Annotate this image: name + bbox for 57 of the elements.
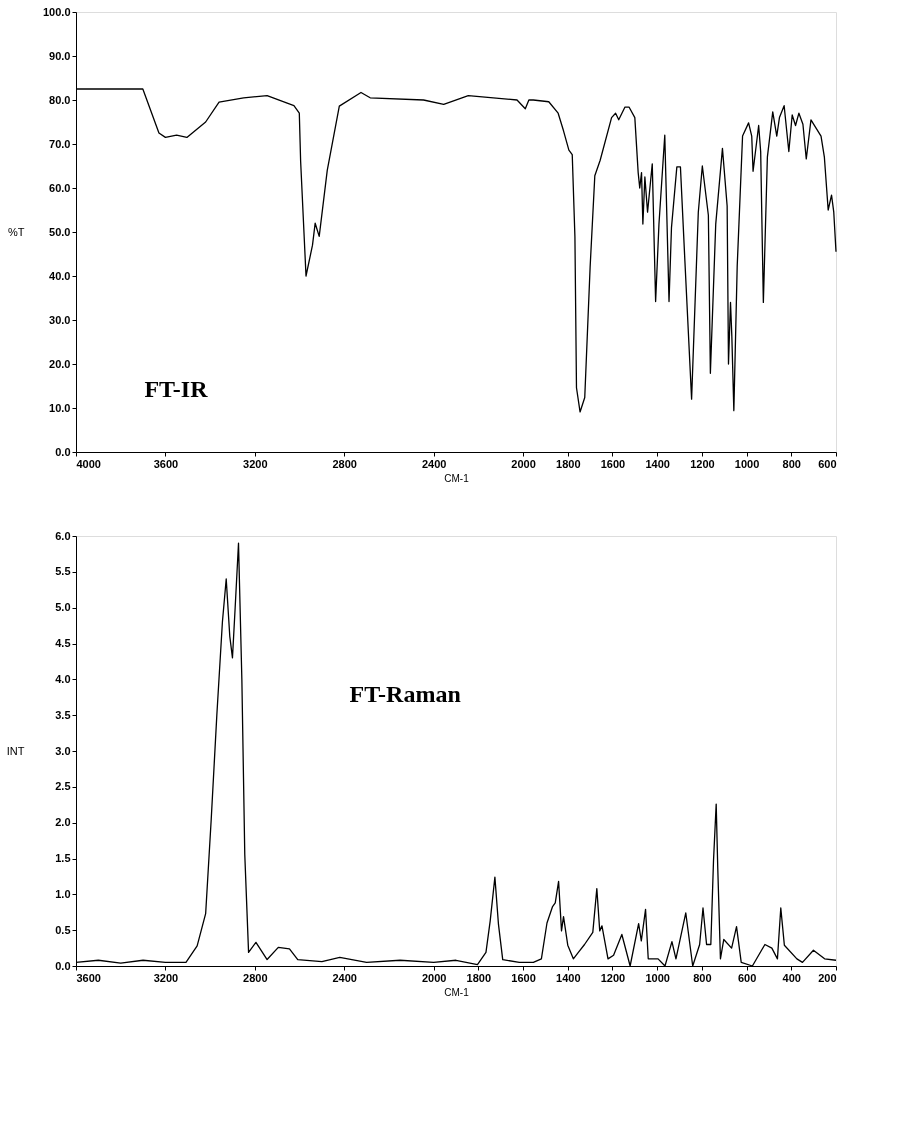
x-tick-label: 1800 [556,457,581,470]
y-tick-label: 100.0 [42,5,71,18]
x-axis-title: CM-1 [444,986,470,998]
x-tick-label: 1000 [734,457,760,470]
annotation: FT-Raman [349,681,461,708]
x-tick-label: 2000 [421,971,447,984]
y-tick-label: 4.5 [55,637,71,649]
y-tick-label: 70.0 [49,137,71,150]
y-tick-label: 0.0 [55,445,71,458]
x-tick-label: 1400 [556,971,581,984]
y-tick-label: 6.0 [55,529,71,542]
y-tick-label: 4.0 [55,672,71,685]
y-tick-label: 60.0 [49,181,71,194]
x-tick-label: 2800 [332,457,357,470]
y-tick-label: 20.0 [49,357,71,370]
x-tick-label: 2400 [421,457,447,470]
x-tick-label: 1000 [645,971,670,984]
x-axis-title: CM-1 [444,472,470,484]
y-tick-label: 50.0 [49,225,71,238]
x-tick-label: 600 [737,971,757,984]
y-tick-label: 3.0 [55,744,71,757]
x-tick-label: 2800 [243,971,268,984]
y-tick-label: 5.0 [55,601,71,614]
y-tick-label: 80.0 [49,93,71,106]
x-tick-label: 800 [782,457,801,470]
x-tick-label: 3600 [153,457,179,470]
x-tick-label: 200 [818,971,837,984]
y-tick-label: 1.5 [55,852,71,864]
y-tick-label: 0.5 [55,923,71,936]
x-tick-label: 600 [818,457,837,470]
x-tick-label: 800 [693,971,712,984]
x-tick-label: 1200 [600,971,626,984]
y-tick-label: 5.5 [55,565,71,578]
x-tick-label: 1200 [690,457,715,470]
y-axis-title: INT [6,744,25,757]
y-tick-label: 10.0 [49,401,71,414]
y-tick-label: 3.5 [55,708,71,721]
y-axis-title: %T [8,225,25,238]
y-tick-label: 2.5 [55,780,71,793]
x-tick-label: 4000 [76,457,101,470]
x-tick-label: 1400 [645,457,670,470]
y-tick-label: 1.0 [55,887,71,900]
y-tick-label: 2.0 [55,816,71,829]
y-tick-label: 40.0 [49,269,71,282]
x-tick-label: 3200 [243,457,268,470]
x-tick-label: 2000 [511,457,536,470]
y-tick-label: 30.0 [49,313,71,326]
x-tick-label: 1600 [600,457,626,470]
x-tick-label: 2400 [332,971,357,984]
x-tick-label: 400 [782,971,801,984]
y-tick-label: 90.0 [49,49,71,62]
x-tick-label: 3200 [153,971,179,984]
x-tick-label: 1800 [466,971,492,984]
x-tick-label: 3600 [76,971,101,984]
annotation: FT-IR [144,376,209,403]
y-tick-label: 0.0 [55,959,71,972]
x-tick-label: 1600 [511,971,536,984]
